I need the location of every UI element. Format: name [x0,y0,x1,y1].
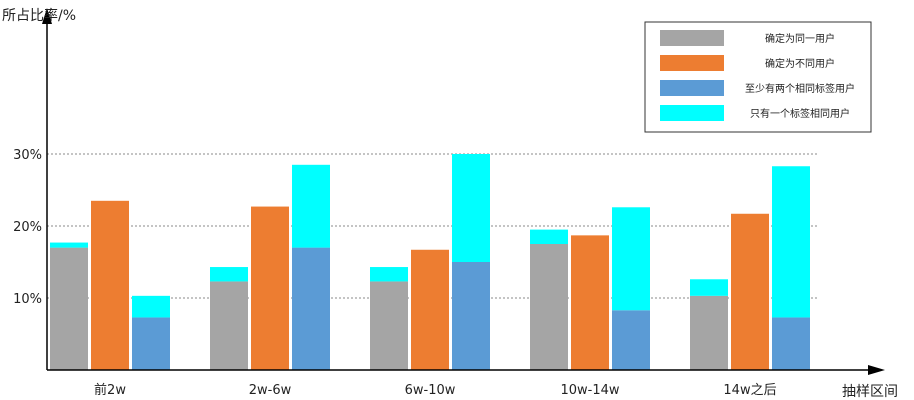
legend-label: 至少有两个相同标签用户 [745,82,855,95]
x-tick-labels: 前2w 2w-6w 6w-10w 10w-14w 14w之后 [94,382,777,398]
x-tick-label: 前2w [94,382,126,398]
y-axis-arrow-icon [42,8,52,24]
x-axis-arrow-icon [868,365,885,375]
x-axis-title: 抽样区间 [842,384,898,400]
bar-segment [50,242,88,248]
bar-segment [772,317,810,370]
bar-segment [530,229,568,244]
legend-label: 确定为不同用户 [765,57,835,70]
bar-segment [210,267,248,282]
bar-segment [292,247,330,370]
y-tick-label: 30% [13,148,42,163]
bar-segment [251,206,289,370]
y-tick-label: 10% [13,292,42,307]
legend-swatch [660,80,724,96]
bar-segment [210,281,248,370]
bar-segment [452,154,490,262]
x-tick-label: 10w-14w [560,383,619,398]
y-tick-labels: 10% 20% 30% [13,148,42,307]
bar-segment [571,235,609,370]
legend-label: 确定为同一用户 [765,32,835,45]
x-tick-label: 14w之后 [723,383,776,398]
bar-segment [292,164,330,248]
bar-segment [452,262,490,370]
bar-segment [132,295,170,318]
x-tick-label: 6w-10w [405,383,456,398]
legend-swatch [660,55,724,71]
bar-segment [411,249,449,370]
bar-segment [50,247,88,370]
bar-segment [370,281,408,370]
bar-segment [772,166,810,318]
bar-segment [612,207,650,311]
y-tick-label: 20% [13,220,42,235]
bar-segment [731,213,769,370]
bar-segment [690,295,728,370]
legend-swatch [660,105,724,121]
legend-swatch [660,30,724,46]
bar-segment [530,244,568,370]
bar-segment [370,267,408,282]
bar-segment [91,200,129,370]
legend-label: 只有一个标签相同用户 [750,107,850,120]
bar-segment [690,279,728,296]
bars [50,154,810,370]
x-tick-label: 2w-6w [249,383,292,398]
bar-segment [132,317,170,370]
y-axis-title: 所占比率/% [2,7,76,24]
bar-segment [612,310,650,370]
axes [42,8,885,375]
